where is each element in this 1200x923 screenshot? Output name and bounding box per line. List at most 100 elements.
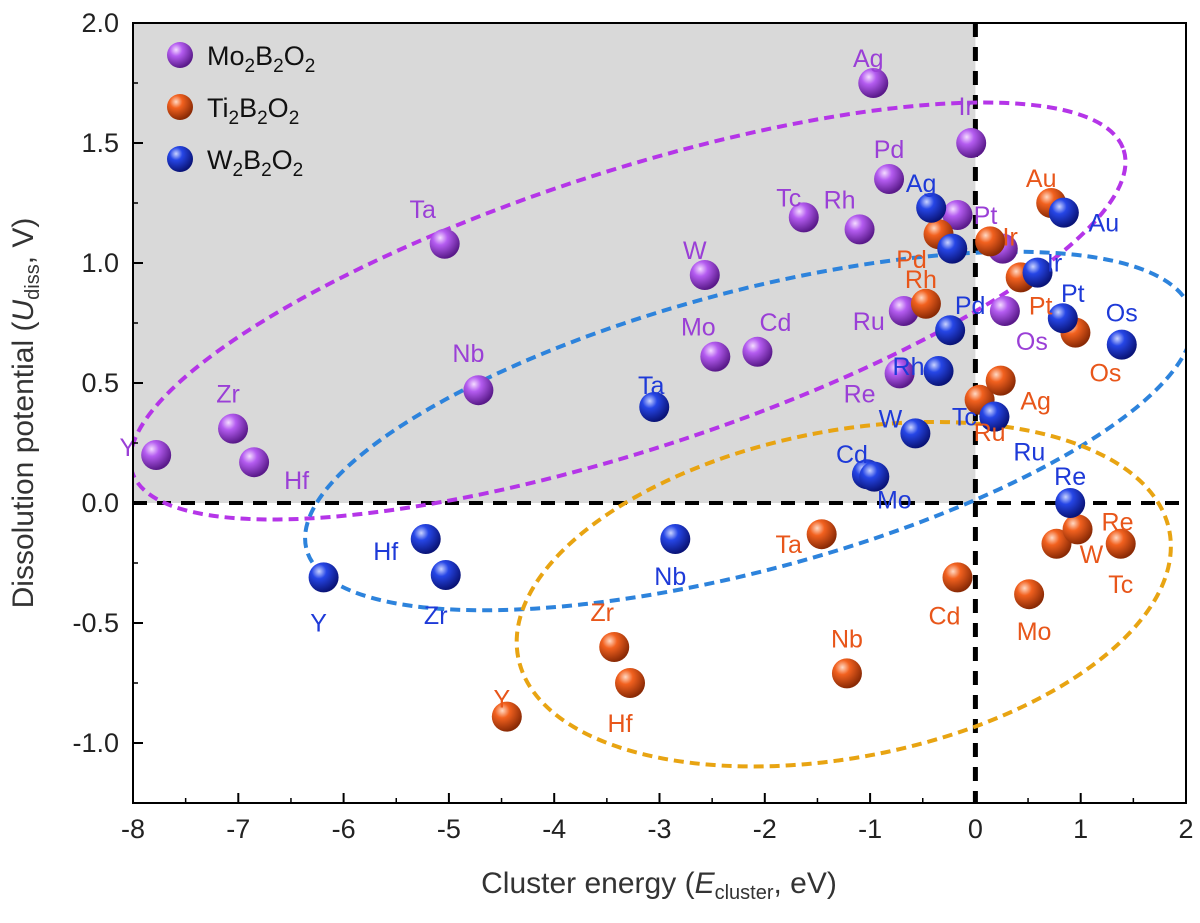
label-w2b2o2-mo: Mo <box>877 487 912 515</box>
point-ti2b2o2-tc <box>1105 528 1136 559</box>
point-mo2b2o2-re <box>884 358 915 389</box>
label-w2b2o2-cd: Cd <box>836 441 868 469</box>
point-ti2b2o2-ta <box>806 519 837 550</box>
label-mo2b2o2-ag: Ag <box>853 45 884 73</box>
x-tick-label-10: 2 <box>1178 814 1193 844</box>
point-ti2b2o2-ir <box>975 226 1006 257</box>
label-w2b2o2-w: W <box>879 405 903 433</box>
point-ti2b2o2-w <box>1041 528 1072 559</box>
label-mo2b2o2-rh: Rh <box>824 186 856 214</box>
point-mo2b2o2-tc <box>788 202 819 233</box>
y-tick-label-1: -0.5 <box>72 608 119 638</box>
label-mo2b2o2-ru: Ru <box>853 308 885 336</box>
legend-marker-2 <box>167 146 193 172</box>
x-axis-title: Cluster energy (Ecluster, eV) <box>481 867 837 904</box>
legend-label-2: W2B2O2 <box>207 145 303 181</box>
point-mo2b2o2-pt <box>942 200 973 230</box>
point-w2b2o2-re <box>1055 488 1086 518</box>
y-tick-label-6: 2.0 <box>81 8 119 38</box>
label-w2b2o2-tc: Tc <box>952 404 977 432</box>
label-ti2b2o2-cd: Cd <box>929 602 961 630</box>
label-w2b2o2-zr: Zr <box>424 602 448 630</box>
y-tick-label-4: 1.0 <box>81 248 119 278</box>
point-w2b2o2-y <box>308 562 339 593</box>
x-tick-label-8: 0 <box>968 814 983 844</box>
label-mo2b2o2-re: Re <box>844 380 876 408</box>
point-w2b2o2-os <box>1106 329 1137 360</box>
x-tick-label-9: 1 <box>1073 814 1088 844</box>
point-mo2b2o2-y <box>141 440 172 470</box>
point-mo2b2o2-ir <box>956 128 987 158</box>
x-tick-label-6: -2 <box>753 814 777 844</box>
label-ti2b2o2-w: W <box>1080 541 1104 569</box>
y-tick-label-5: 1.5 <box>81 128 119 158</box>
x-tick-label-1: -7 <box>226 814 250 844</box>
ellipse-mo2b2o2 <box>133 100 1128 522</box>
label-mo2b2o2-os: Os <box>1016 328 1048 356</box>
point-w2b2o2-mo <box>859 461 890 492</box>
label-mo2b2o2-cd: Cd <box>759 309 791 337</box>
y-tick-label-2: 0.0 <box>81 488 119 518</box>
label-ti2b2o2-ir: Ir <box>1003 223 1018 251</box>
legend-marker-0 <box>167 42 193 68</box>
label-mo2b2o2-mo: Mo <box>681 314 716 342</box>
label-ti2b2o2-mo: Mo <box>1017 618 1052 646</box>
point-ti2b2o2-re <box>1062 514 1093 545</box>
point-w2b2o2-pt <box>937 233 968 264</box>
point-w2b2o2-pd <box>935 315 966 346</box>
point-w2b2o2-ru <box>979 401 1010 432</box>
label-mo2b2o2-ir: Ir <box>959 93 974 121</box>
label-w2b2o2-pt: Pt <box>1061 280 1085 308</box>
label-mo2b2o2-zr: Zr <box>216 381 240 409</box>
point-mo2b2o2-zr <box>218 413 249 444</box>
label-mo2b2o2-w: W <box>683 237 707 265</box>
x-tick-label-0: -8 <box>121 814 145 844</box>
point-mo2b2o2-os <box>989 296 1020 326</box>
label-ti2b2o2-ru: Ru <box>974 419 1006 447</box>
point-mo2b2o2-mo <box>700 341 731 372</box>
label-w2b2o2-re: Re <box>1054 463 1086 491</box>
point-mo2b2o2-ta <box>429 228 460 259</box>
label-w2b2o2-os: Os <box>1106 300 1138 328</box>
label-ti2b2o2-rh: Rh <box>905 266 937 294</box>
label-ti2b2o2-tc: Tc <box>1108 571 1133 599</box>
x-tick-label-4: -4 <box>542 814 566 844</box>
label-w2b2o2-au: Au <box>1089 210 1120 238</box>
point-w2b2o2-pt <box>1047 303 1078 334</box>
point-ti2b2o2-hf <box>615 668 646 698</box>
point-ti2b2o2-ag <box>985 365 1016 396</box>
label-mo2b2o2-hf: Hf <box>284 467 309 495</box>
label-mo2b2o2-pt: Pt <box>974 202 998 230</box>
point-w2b2o2-zr <box>430 560 461 590</box>
label-w2b2o2-pd: Pd <box>955 292 986 320</box>
label-w2b2o2-ru: Ru <box>1013 439 1045 467</box>
x-tick-label-3: -5 <box>437 814 461 844</box>
point-ti2b2o2-y <box>491 701 522 732</box>
point-w2b2o2-nb <box>660 524 691 554</box>
point-ti2b2o2-nb <box>831 658 862 689</box>
point-mo2b2o2-rh <box>844 214 875 245</box>
legend-label-0: Mo2B2O2 <box>207 41 315 77</box>
y-tick-label-3: 0.5 <box>81 368 119 398</box>
label-ti2b2o2-zr: Zr <box>590 599 614 627</box>
label-ti2b2o2-y: Y <box>493 686 510 714</box>
label-ti2b2o2-re: Re <box>1102 508 1134 536</box>
ellipse-ti2b2o2 <box>514 419 1173 769</box>
point-w2b2o2-au <box>1048 197 1079 228</box>
label-ti2b2o2-ta: Ta <box>775 531 802 559</box>
point-w2b2o2-hf <box>410 524 441 554</box>
point-ti2b2o2-mo <box>1014 579 1045 610</box>
label-mo2b2o2-tc: Tc <box>776 184 801 212</box>
label-ti2b2o2-pt: Pt <box>1029 292 1053 320</box>
label-w2b2o2-y: Y <box>310 609 327 637</box>
y-axis-title: Dissolution potential (Udiss, V) <box>7 218 44 609</box>
label-ti2b2o2-hf: Hf <box>608 710 633 738</box>
label-ti2b2o2-au: Au <box>1026 165 1057 193</box>
y-tick-label-0: -1.0 <box>72 728 119 758</box>
point-w2b2o2-rh <box>923 356 954 386</box>
label-w2b2o2-ir: Ir <box>1047 250 1062 278</box>
point-w2b2o2-ta <box>639 392 670 422</box>
point-mo2b2o2-hf <box>239 447 270 478</box>
label-w2b2o2-hf: Hf <box>373 538 398 566</box>
